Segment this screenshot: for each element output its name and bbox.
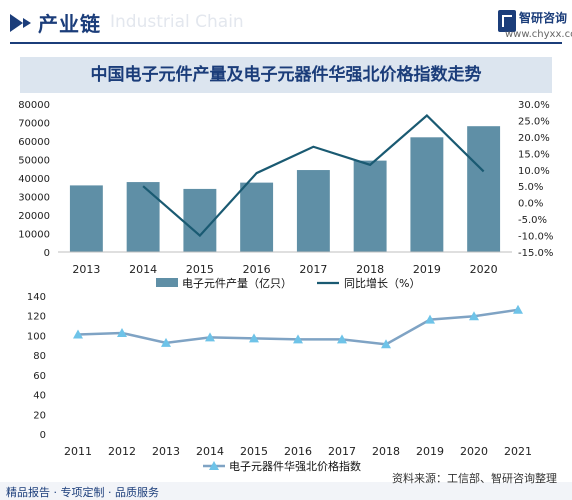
y-left-tick-label: 40000 [18, 174, 50, 185]
y-right-tick-label: -15.0% [518, 248, 553, 259]
footer-bar [0, 482, 572, 500]
price-index-point [205, 332, 215, 342]
price-index-point [469, 311, 479, 321]
price-index-point [337, 334, 347, 344]
bar-production [467, 126, 501, 252]
y-right-tick-label: 15.0% [518, 149, 550, 160]
bar-production [296, 170, 330, 252]
bar-production [410, 137, 444, 252]
logo-name: 智研咨询 [519, 11, 568, 25]
header-arrow-small-icon [23, 18, 31, 28]
price-index-point [117, 327, 127, 337]
bar-production [353, 160, 387, 252]
legend-swatch-bar [156, 278, 178, 287]
price-index-point [425, 314, 435, 324]
x-tick-label: 2012 [108, 445, 136, 458]
legend-label: 电子元器件华强北价格指数 [229, 459, 361, 473]
bar-production [69, 185, 103, 252]
y-tick-label: 140 [27, 292, 46, 303]
header-divider [10, 42, 562, 44]
y-right-tick-label: -10.0% [518, 232, 553, 243]
x-tick-label: 2017 [299, 263, 327, 276]
x-tick-label: 2016 [243, 263, 271, 276]
x-tick-label: 2018 [356, 263, 384, 276]
y-left-tick-label: 20000 [18, 211, 50, 222]
chart-title: 中国电子元件产量及电子元器件华强北价格指数走势 [90, 65, 482, 85]
x-tick-label: 2020 [460, 445, 488, 458]
x-tick-label: 2013 [152, 445, 180, 458]
x-tick-label: 2014 [129, 263, 157, 276]
y-right-tick-label: -5.0% [518, 215, 547, 226]
x-tick-label: 2019 [416, 445, 444, 458]
x-tick-label: 2014 [196, 445, 224, 458]
y-tick-label: 100 [27, 331, 46, 342]
x-tick-label: 2018 [372, 445, 400, 458]
footer-tagline: 精品报告 · 专项定制 · 品质服务 [6, 486, 159, 499]
growth-line [142, 114, 485, 238]
header-arrow-icon [10, 14, 23, 32]
x-tick-label: 2015 [240, 445, 268, 458]
x-tick-label: 2019 [413, 263, 441, 276]
bar-production [240, 182, 274, 252]
y-right-tick-label: 10.0% [518, 166, 550, 177]
y-left-tick-label: 60000 [18, 137, 50, 148]
price-index-point [73, 329, 83, 339]
y-tick-label: 60 [33, 371, 46, 382]
y-left-tick-label: 10000 [18, 230, 50, 241]
footer-source: 资料来源：工信部、智研咨询整理 [392, 472, 557, 485]
x-tick-label: 2013 [72, 263, 100, 276]
bar-production [126, 182, 160, 252]
y-left-tick-label: 70000 [18, 119, 50, 130]
price-index-point [249, 333, 259, 343]
price-index-point [381, 339, 391, 349]
logo-url: www.chyxx.com [505, 29, 572, 40]
y-left-tick-label: 50000 [18, 156, 50, 167]
price-index-point [161, 337, 171, 347]
legend-label: 同比增长（%） [344, 276, 420, 290]
y-tick-label: 120 [27, 312, 46, 323]
y-left-tick-label: 80000 [18, 100, 50, 111]
y-right-tick-label: 0.0% [518, 199, 543, 210]
x-tick-label: 2020 [470, 263, 498, 276]
x-tick-label: 2015 [186, 263, 214, 276]
page-title: 产业链 [38, 12, 101, 36]
y-right-tick-label: 30.0% [518, 100, 550, 111]
chart-title-bar: 中国电子元件产量及电子元器件华强北价格指数走势 [20, 57, 552, 93]
y-tick-label: 20 [33, 410, 46, 421]
y-right-tick-label: 20.0% [518, 133, 550, 144]
x-tick-label: 2011 [64, 445, 92, 458]
y-left-tick-label: 30000 [18, 193, 50, 204]
y-tick-label: 0 [40, 430, 46, 441]
logo-icon [498, 10, 516, 32]
x-tick-label: 2017 [328, 445, 356, 458]
y-tick-label: 40 [33, 391, 46, 402]
price-index-point [293, 334, 303, 344]
y-right-tick-label: 5.0% [518, 182, 543, 193]
header-bar [0, 0, 572, 44]
y-right-tick-label: 25.0% [518, 116, 550, 127]
header-watermark: Industrial Chain [110, 12, 244, 32]
y-tick-label: 80 [33, 351, 46, 362]
x-tick-label: 2021 [504, 445, 532, 458]
legend-label: 电子元件产量（亿只） [182, 276, 292, 290]
legend-swatch-marker [209, 461, 219, 470]
price-index-point [513, 304, 523, 314]
bar-production [183, 188, 217, 252]
x-tick-label: 2016 [284, 445, 312, 458]
y-left-tick-label: 0 [44, 248, 50, 259]
